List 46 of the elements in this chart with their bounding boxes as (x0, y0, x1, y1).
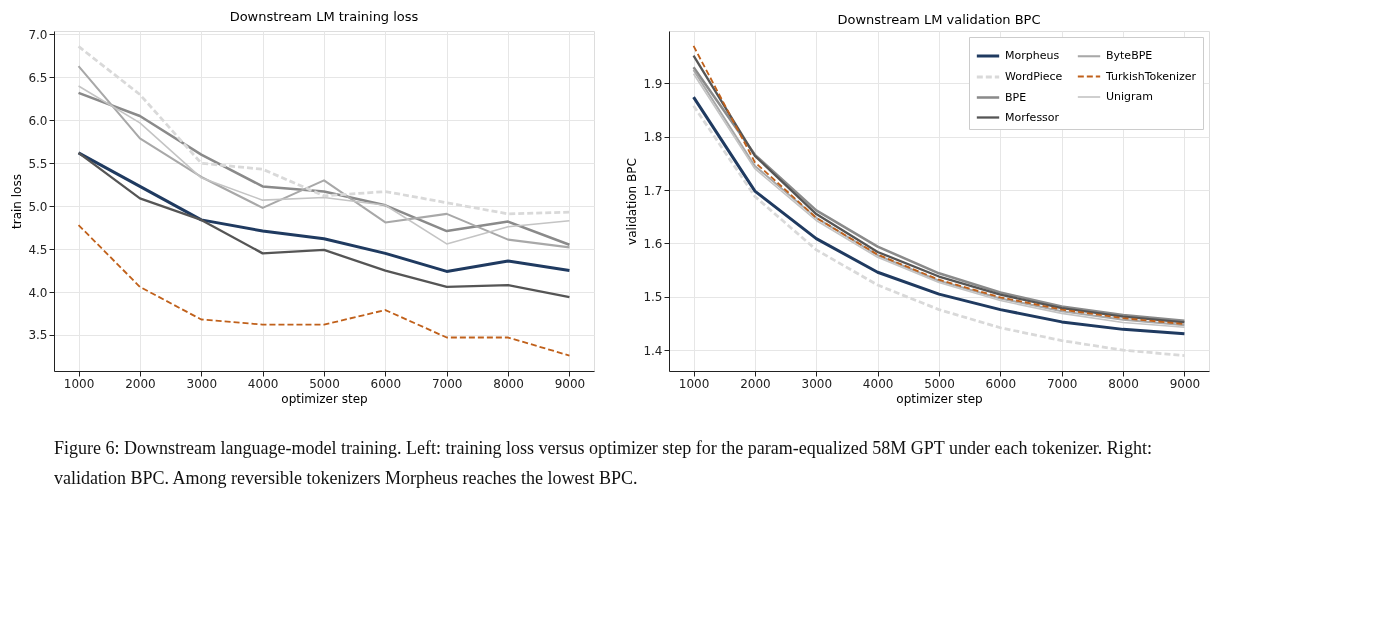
y-tick-label: 1.5 (643, 290, 663, 305)
y-tick-label: 1.6 (643, 236, 663, 251)
legend-label: BPE (1005, 90, 1027, 104)
x-tick-label: 7000 (1046, 376, 1078, 391)
legend-label: Unigram (1106, 90, 1154, 103)
y-tick-label: 4.0 (28, 285, 48, 300)
y-tick-label: 7.0 (28, 27, 48, 42)
x-tick-label: 9000 (1169, 376, 1201, 391)
y-tick-label: 4.5 (28, 242, 48, 257)
y-tick-label: 5.5 (28, 156, 48, 171)
y-tick-label: 5.0 (28, 199, 48, 214)
x-tick-label: 4000 (247, 376, 279, 391)
legend-label: Morfessor (1005, 110, 1060, 124)
x-axis-title: optimizer step (896, 391, 983, 406)
caption: Figure 6: Downstream language-model training. Left: training loss versus optimizer step for the param-equalized 58M GPT under each tokenizer. Right: validation BPC. Among reversible tokenizers Morpheus reaches the lowest BPC. (54, 438, 1152, 488)
x-tick-label: 3000 (801, 376, 833, 391)
y-tick-label: 1.7 (643, 183, 663, 198)
x-tick-label: 5000 (309, 376, 340, 391)
legend-label: WordPiece (1005, 70, 1063, 83)
x-tick-label: 2000 (740, 376, 771, 391)
chart-title: Downstream LM training loss (229, 9, 419, 25)
x-tick-label: 9000 (554, 376, 586, 391)
y-axis-title: validation BPC (625, 158, 640, 245)
y-axis-title: train loss (10, 174, 25, 229)
y-tick-label: 3.5 (28, 328, 48, 343)
x-tick-label: 4000 (862, 376, 894, 391)
y-tick-label: 1.9 (643, 76, 663, 91)
chart-title: Downstream LM validation BPC (837, 12, 1041, 27)
x-tick-label: 1000 (63, 376, 95, 391)
x-tick-label: 3000 (186, 376, 218, 391)
y-tick-label: 1.4 (643, 343, 663, 358)
x-tick-label: 1000 (678, 376, 710, 391)
legend-label: ByteBPE (1106, 49, 1153, 63)
y-tick-label: 6.0 (28, 113, 48, 128)
legend-label: Morpheus (1005, 49, 1060, 62)
x-tick-label: 6000 (985, 376, 1017, 391)
x-tick-label: 5000 (924, 376, 955, 391)
x-tick-label: 8000 (1108, 376, 1139, 391)
x-tick-label: 7000 (431, 376, 463, 391)
y-tick-label: 1.8 (643, 130, 663, 145)
y-tick-label: 6.5 (28, 70, 48, 85)
legend-label: TurkishTokenizer (1105, 69, 1197, 83)
x-tick-label: 6000 (370, 376, 402, 391)
x-tick-label: 2000 (125, 376, 156, 391)
x-tick-label: 8000 (493, 376, 524, 391)
x-axis-title: optimizer step (281, 391, 368, 406)
